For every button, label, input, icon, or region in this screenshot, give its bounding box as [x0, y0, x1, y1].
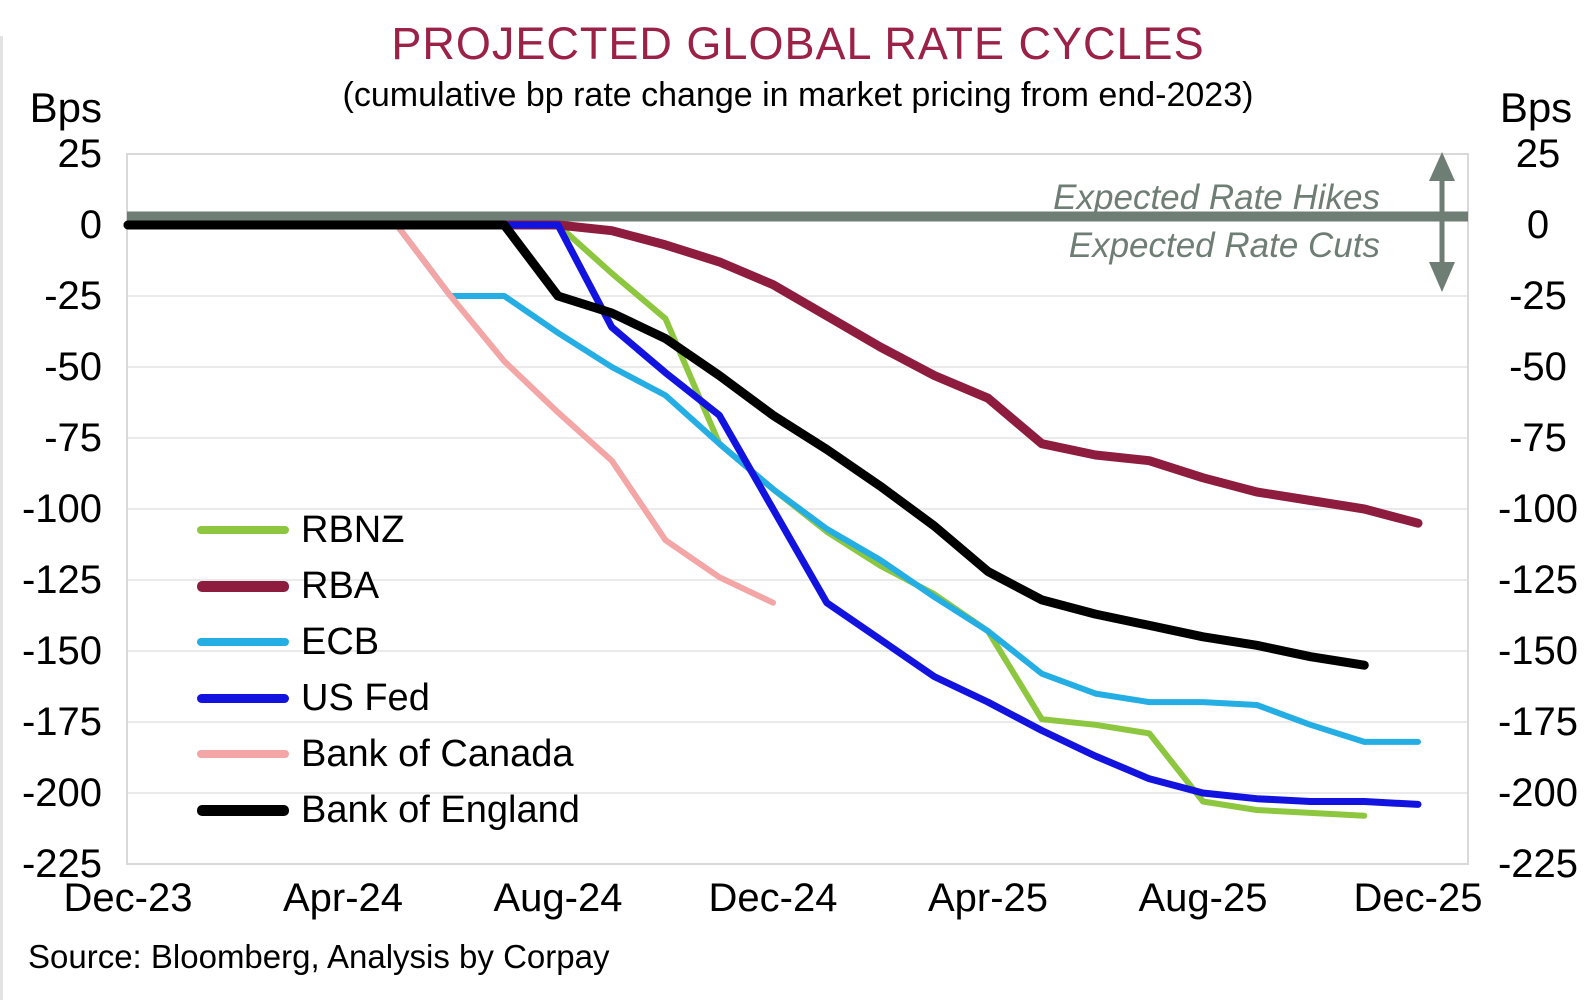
legend-swatch-icon [197, 526, 289, 534]
legend-item-rba: RBA [197, 564, 379, 608]
y-tick-label-left: 25 [57, 132, 103, 176]
y-tick-label-left: -150 [21, 629, 102, 673]
x-tick-label: Dec-25 [1353, 876, 1483, 920]
y-tick-label-right: -225 [1497, 842, 1579, 886]
y-tick-label-left: -200 [21, 771, 102, 815]
legend-label: RBA [301, 564, 380, 607]
x-tick-label: Dec-23 [63, 876, 193, 920]
x-tick-label: Apr-24 [282, 876, 404, 920]
y-tick-label-right: -150 [1497, 629, 1579, 673]
y-tick-label-left: -175 [21, 700, 102, 744]
y-tick-label-right: 25 [1515, 132, 1561, 176]
legend-label: Bank of Canada [301, 732, 574, 775]
y-tick-label-right: 0 [1526, 203, 1550, 247]
y-tick-label-right: -175 [1497, 700, 1579, 744]
y-tick-label-left: -100 [21, 487, 102, 531]
legend-item-ecb: ECB [197, 620, 379, 664]
y-tick-label-right: -200 [1497, 771, 1579, 815]
legend-swatch-icon [197, 693, 289, 703]
x-tick-label: Apr-25 [927, 876, 1049, 920]
legend-item-bank-of-canada: Bank of Canada [197, 732, 574, 776]
legend-label: US Fed [301, 676, 430, 719]
y-tick-label-right: -25 [1509, 274, 1567, 318]
arrow-down-head-icon [1429, 262, 1455, 292]
legend-swatch-icon [197, 638, 289, 646]
legend-item-rbnz: RBNZ [197, 508, 404, 552]
chart-subtitle: (cumulative bp rate change in market pri… [342, 76, 1254, 114]
y-tick-label-left: 0 [79, 203, 102, 247]
legend-swatch-icon [197, 580, 289, 592]
legend-swatch-icon [197, 750, 289, 758]
legend-label: RBNZ [301, 508, 405, 551]
y-tick-label-left: -225 [21, 842, 102, 886]
y-axis-unit-left: Bps [29, 84, 102, 131]
chart-title: PROJECTED GLOBAL RATE CYCLES [391, 18, 1205, 69]
y-tick-label-right: -100 [1497, 487, 1579, 531]
expected-rate-hikes-label: Expected Rate Hikes [1053, 178, 1380, 217]
expected-rate-cuts-label: Expected Rate Cuts [1068, 226, 1380, 265]
legend-label: Bank of England [301, 788, 580, 831]
legend-swatch-icon [197, 804, 289, 816]
series-line-bank-of-england [123, 220, 1369, 670]
series-line-rba [123, 220, 1423, 528]
x-tick-label: Aug-24 [493, 876, 623, 920]
y-tick-label-left: -125 [21, 558, 102, 602]
y-tick-label-left: -25 [44, 274, 102, 318]
y-tick-label-left: -50 [44, 345, 102, 389]
source-note: Source: Bloomberg, Analysis by Corpay [28, 938, 610, 975]
plot-border [126, 153, 1469, 865]
y-tick-label-left: -75 [44, 416, 102, 460]
legend-item-bank-of-england: Bank of England [197, 788, 580, 832]
legend-label: ECB [301, 620, 380, 663]
left-edge-artifact [0, 36, 3, 1000]
y-tick-label-right: -75 [1509, 416, 1567, 460]
y-tick-label-right: -50 [1509, 345, 1567, 389]
x-tick-label: Aug-25 [1138, 876, 1268, 920]
legend-item-us-fed: US Fed [197, 676, 430, 720]
x-tick-label: Dec-24 [708, 876, 838, 920]
arrow-up-head-icon [1429, 152, 1455, 181]
y-axis-unit-right: Bps [1499, 84, 1573, 131]
y-tick-label-right: -125 [1497, 558, 1579, 602]
